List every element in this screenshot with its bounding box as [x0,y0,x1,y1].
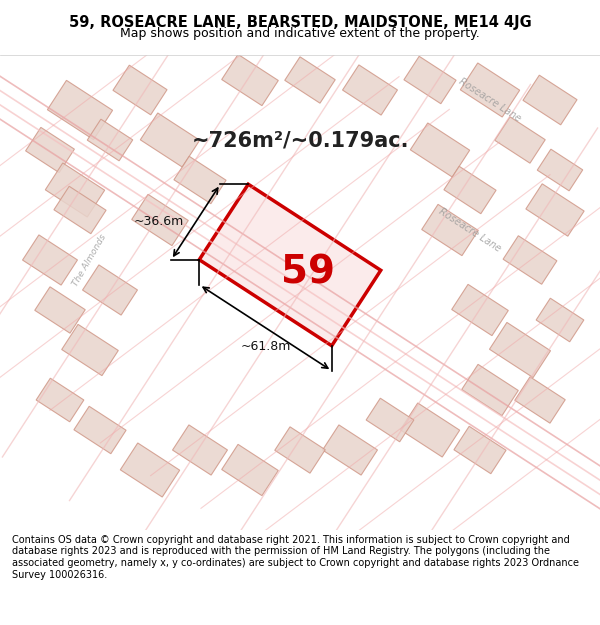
Polygon shape [400,403,460,457]
Text: 59, ROSEACRE LANE, BEARSTED, MAIDSTONE, ME14 4JG: 59, ROSEACRE LANE, BEARSTED, MAIDSTONE, … [68,16,532,31]
Text: Map shows position and indicative extent of the property.: Map shows position and indicative extent… [120,27,480,39]
Polygon shape [132,194,188,246]
Polygon shape [404,56,456,104]
Polygon shape [410,123,470,177]
Polygon shape [503,236,557,284]
Polygon shape [199,184,381,346]
Text: 59: 59 [281,254,335,292]
Polygon shape [285,57,335,103]
Polygon shape [275,427,325,473]
Text: ~726m²/~0.179ac.: ~726m²/~0.179ac. [191,130,409,150]
Polygon shape [113,65,167,115]
Polygon shape [47,81,113,139]
Polygon shape [323,425,377,475]
Polygon shape [523,75,577,125]
Polygon shape [515,377,565,423]
Polygon shape [454,426,506,474]
Text: ~61.8m: ~61.8m [241,340,290,352]
Polygon shape [536,298,584,342]
Polygon shape [222,54,278,106]
Polygon shape [422,204,478,256]
Polygon shape [173,425,227,475]
Polygon shape [366,398,414,442]
Polygon shape [222,444,278,496]
Polygon shape [62,324,118,376]
Polygon shape [23,235,77,285]
Polygon shape [490,322,551,378]
Polygon shape [174,156,226,204]
Polygon shape [74,406,126,454]
Polygon shape [54,186,106,234]
Polygon shape [121,443,179,497]
Polygon shape [526,184,584,236]
Text: ~36.6m: ~36.6m [133,216,184,229]
Polygon shape [452,284,508,336]
Text: Roseacre Lane: Roseacre Lane [437,206,503,254]
Polygon shape [46,163,104,217]
Polygon shape [83,265,137,315]
Polygon shape [460,63,520,117]
Polygon shape [495,117,545,163]
Polygon shape [87,119,133,161]
Polygon shape [26,127,74,172]
Text: Roseacre Lane: Roseacre Lane [457,76,523,124]
Polygon shape [444,166,496,214]
Polygon shape [35,287,85,333]
Polygon shape [343,65,397,115]
Text: The Almonds: The Almonds [71,232,109,288]
Text: Contains OS data © Crown copyright and database right 2021. This information is : Contains OS data © Crown copyright and d… [12,535,579,579]
Polygon shape [537,149,583,191]
Polygon shape [140,113,200,167]
Polygon shape [36,378,84,422]
Polygon shape [462,364,518,416]
